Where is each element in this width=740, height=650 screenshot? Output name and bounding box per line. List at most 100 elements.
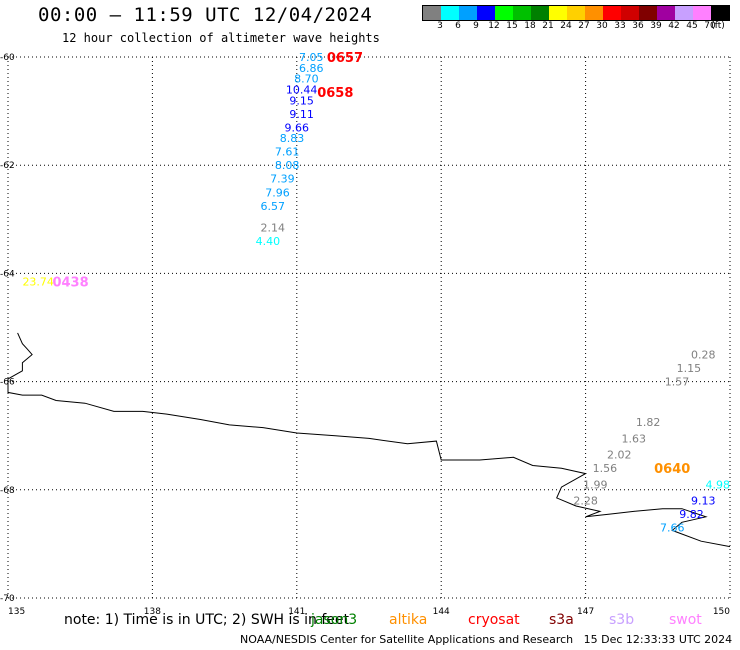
wave-height-reading: 9.15 bbox=[289, 94, 314, 107]
wave-height-reading: 7.39 bbox=[270, 173, 295, 186]
latitude-label: -64 bbox=[0, 269, 15, 279]
satellite-label: s3b bbox=[609, 612, 635, 628]
wave-height-reading: 1.15 bbox=[677, 362, 702, 375]
wave-height-reading: 9.82 bbox=[679, 508, 704, 521]
satellite-label: altika bbox=[389, 612, 428, 628]
wave-height-reading: 2.02 bbox=[607, 449, 632, 462]
graticule bbox=[7, 56, 731, 599]
pass-time-labels: 0657 0658 0438 0640 bbox=[52, 51, 690, 477]
legend-label: 33 bbox=[614, 21, 626, 31]
legend-swatch bbox=[585, 6, 603, 20]
latitude-label: -68 bbox=[0, 486, 15, 496]
legend-swatch bbox=[711, 6, 729, 20]
wave-height-reading: 1.56 bbox=[593, 462, 618, 475]
wave-height-reading: 2.14 bbox=[260, 221, 285, 234]
satellite-label: cryosat bbox=[468, 612, 520, 628]
latitude-label: -70 bbox=[0, 594, 15, 604]
wave-height-reading: 4.40 bbox=[256, 235, 281, 248]
color-legend bbox=[422, 5, 730, 21]
longitude-label: 135 bbox=[8, 607, 25, 617]
legend-label: 6 bbox=[455, 21, 461, 31]
legend-swatch bbox=[549, 6, 567, 20]
legend-label: 70 bbox=[704, 21, 716, 31]
footer-note: note: 1) Time is in UTC; 2) SWH is in fe… bbox=[64, 612, 350, 628]
legend-swatch bbox=[459, 6, 477, 20]
legend-swatch bbox=[675, 6, 693, 20]
wave-height-reading: 10.44 bbox=[286, 83, 318, 96]
wave-height-reading: 1.57 bbox=[665, 376, 690, 389]
pass-time-label: 0658 bbox=[317, 86, 353, 101]
wave-height-reading: 8.08 bbox=[275, 159, 300, 172]
legend-label: 9 bbox=[473, 21, 479, 31]
wave-height-reading: 0.28 bbox=[691, 349, 716, 362]
legend-label: 36 bbox=[632, 21, 644, 31]
legend-swatch bbox=[423, 6, 441, 20]
wave-height-reading: 1.63 bbox=[621, 432, 646, 445]
legend-swatch bbox=[513, 6, 531, 20]
legend-label: 18 bbox=[524, 21, 536, 31]
legend-label: 30 bbox=[596, 21, 608, 31]
legend-swatch bbox=[477, 6, 495, 20]
satellite-label: swot bbox=[669, 612, 702, 628]
longitude-label: 147 bbox=[577, 607, 594, 617]
wave-height-reading: 7.66 bbox=[660, 522, 685, 535]
legend-label: 15 bbox=[506, 21, 518, 31]
longitude-label: 141 bbox=[288, 607, 305, 617]
legend-label: 21 bbox=[542, 21, 554, 31]
wave-height-reading: 1.82 bbox=[636, 416, 661, 429]
legend-label: 45 bbox=[686, 21, 698, 31]
wave-height-reading: 7.96 bbox=[265, 186, 290, 199]
latitude-label: -66 bbox=[0, 378, 15, 388]
legend-swatch bbox=[495, 6, 513, 20]
page-subtitle: 12 hour collection of altimeter wave hei… bbox=[62, 31, 380, 45]
legend-swatch bbox=[531, 6, 549, 20]
legend-label: 39 bbox=[650, 21, 662, 31]
wave-height-reading: 7.05 bbox=[299, 51, 324, 64]
legend-swatch bbox=[657, 6, 675, 20]
wave-height-readings: 7.056.868.7010.449.159.119.668.837.618.0… bbox=[22, 51, 730, 535]
legend-swatch bbox=[639, 6, 657, 20]
pass-time-label: 0438 bbox=[52, 276, 88, 291]
wave-height-reading: 1.99 bbox=[583, 478, 608, 491]
longitude-label: 150 bbox=[713, 607, 730, 617]
wave-height-reading: 9.13 bbox=[691, 495, 716, 508]
legend-swatch bbox=[441, 6, 459, 20]
longitude-label: 138 bbox=[144, 607, 161, 617]
pass-time-label: 0657 bbox=[327, 51, 363, 66]
wave-height-reading: 7.61 bbox=[275, 146, 300, 159]
longitude-label: 144 bbox=[433, 607, 450, 617]
latitude-label: -60 bbox=[0, 53, 15, 63]
legend-swatch bbox=[621, 6, 639, 20]
wave-height-reading: 23.74 bbox=[22, 276, 54, 289]
wave-height-reading: 9.66 bbox=[285, 121, 310, 134]
coastline bbox=[7, 332, 731, 548]
wave-height-reading: 6.57 bbox=[260, 200, 285, 213]
satellite-label: s3a bbox=[549, 612, 574, 628]
legend-unit: (ft) bbox=[711, 21, 725, 31]
legend-swatch bbox=[603, 6, 621, 20]
legend-label: 27 bbox=[578, 21, 590, 31]
legend-swatch bbox=[693, 6, 711, 20]
wave-height-reading: 6.86 bbox=[299, 62, 324, 75]
page-title: 00:00 – 11:59 UTC 12/04/2024 bbox=[38, 4, 373, 26]
legend-swatch bbox=[567, 6, 585, 20]
pass-time-label: 0640 bbox=[654, 462, 690, 477]
latitude-label: -62 bbox=[0, 161, 15, 171]
wave-height-reading: 4.98 bbox=[706, 478, 731, 491]
wave-height-reading: 8.83 bbox=[280, 132, 305, 145]
legend-label: 3 bbox=[437, 21, 443, 31]
color-legend-labels: 3 6 9 12 15 18 21 24 27 30 33 36 39 42 45 70 (ft) bbox=[422, 21, 728, 33]
credit-org: NOAA/NESDIS Center for Satellite Applica… bbox=[240, 633, 574, 646]
map-frame bbox=[2, 56, 734, 606]
wave-height-reading: 9.11 bbox=[289, 108, 314, 121]
wave-height-reading: 8.70 bbox=[294, 73, 319, 86]
credit-line: NOAA/NESDIS Center for Satellite Applica… bbox=[240, 633, 732, 646]
legend-label: 24 bbox=[560, 21, 572, 31]
legend-label: 42 bbox=[668, 21, 680, 31]
axis-labels: -60 -62 -64 -66 -68 -70 135 138 141 144 147 150 bbox=[0, 53, 730, 617]
legend-label: 12 bbox=[488, 21, 500, 31]
satellite-label: jason3 bbox=[311, 612, 358, 628]
credit-timestamp: 15 Dec 12:33:33 UTC 2024 bbox=[583, 633, 733, 646]
